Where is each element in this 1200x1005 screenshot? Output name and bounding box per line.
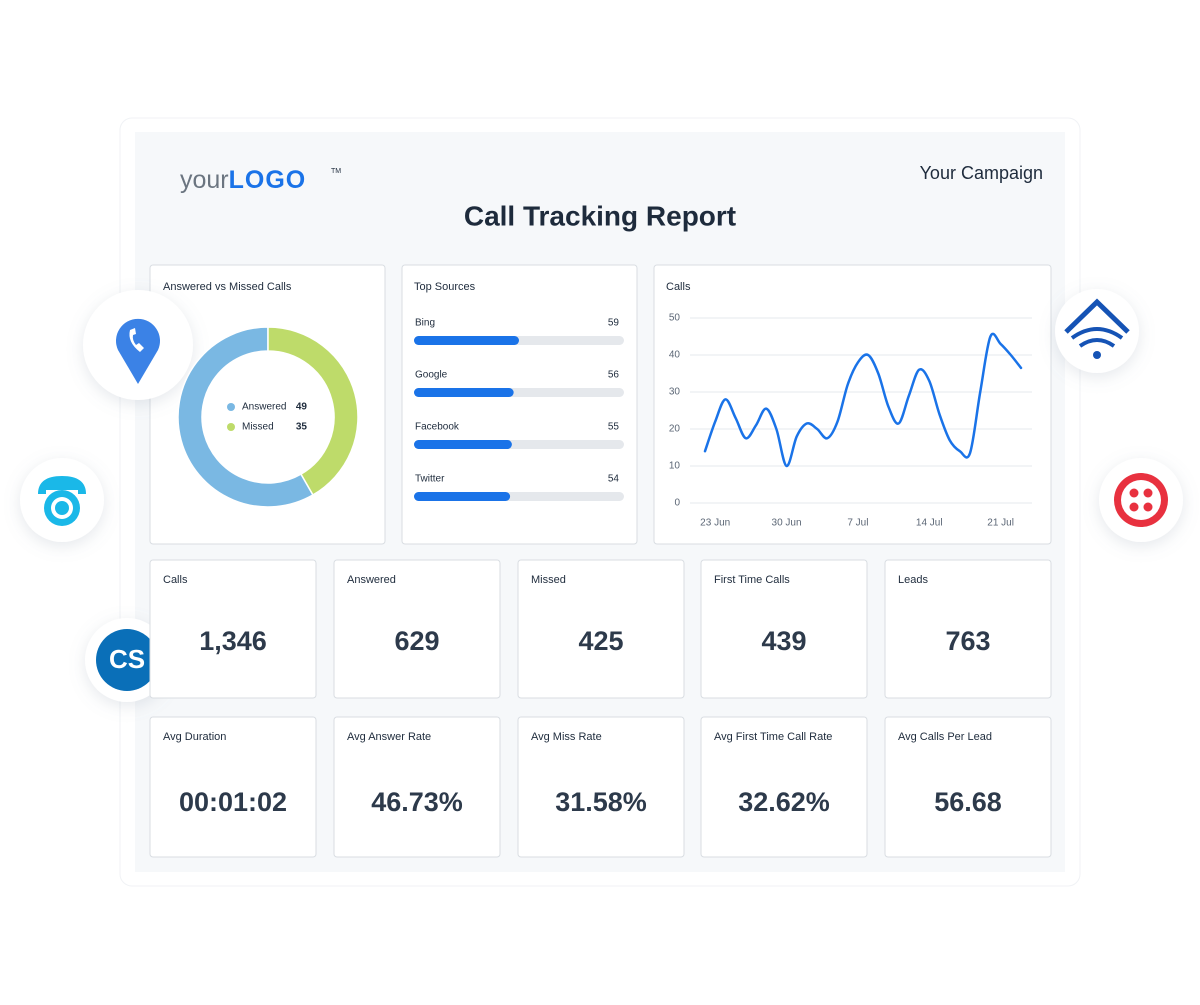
y-tick-label: 20: [669, 424, 681, 435]
icon-cs: CS: [85, 618, 169, 702]
campaign: Your Campaign: [920, 163, 1043, 183]
kpi-label: Answered: [347, 574, 396, 586]
kpi-label: Avg Duration: [163, 731, 226, 743]
logo-mark: TM: [331, 168, 341, 175]
bar: [414, 492, 511, 501]
kpi-value: 31.58%: [555, 787, 647, 817]
x-tick-label: 7 Jul: [847, 518, 868, 529]
y-tick-label: 10: [669, 461, 681, 472]
x-tick-label: 14 Jul: [916, 518, 943, 529]
bar: [414, 440, 512, 449]
bar-label: Facebook: [415, 422, 460, 433]
card-title: Calls: [666, 281, 691, 293]
bar-label: Google: [415, 370, 448, 381]
kpi-card: [884, 559, 1052, 699]
kpi-value: 56.68: [934, 787, 1002, 817]
y-tick-label: 30: [669, 387, 681, 398]
icon-phone: [20, 458, 104, 542]
bar-label: Bing: [415, 318, 435, 329]
kpi-label: First Time Calls: [714, 574, 790, 586]
bar-value: 59: [608, 318, 620, 329]
kpi-value: 00:01:02: [179, 787, 287, 817]
kpi-label: Avg Calls Per Lead: [898, 731, 992, 743]
y-tick-label: 40: [669, 350, 681, 361]
x-tick-label: 21 Jul: [987, 518, 1014, 529]
badge-text: CS: [109, 644, 145, 674]
kpi-card: [333, 559, 501, 699]
legend-swatch: [227, 403, 235, 411]
icon-twilio: [1099, 458, 1183, 542]
kpi-label: Avg Answer Rate: [347, 731, 431, 743]
kpi-card: [884, 716, 1052, 858]
legend-value: 49: [296, 402, 308, 413]
kpi-label: Calls: [163, 574, 188, 586]
kpi-value: 425: [578, 626, 623, 656]
legend-label: Missed: [242, 422, 274, 433]
kpi-value: 439: [761, 626, 806, 656]
kpi-value: 763: [945, 626, 990, 656]
card: [401, 264, 638, 545]
kpi-label: Leads: [898, 574, 928, 586]
logo-prefix: your: [180, 166, 229, 194]
kpi-value: 32.62%: [738, 787, 830, 817]
bar: [414, 388, 514, 397]
y-tick-label: 0: [674, 498, 680, 509]
kpi-value: 46.73%: [371, 787, 463, 817]
y-tick-label: 50: [669, 313, 681, 324]
card: [653, 264, 1052, 545]
kpi-card: [517, 559, 685, 699]
x-tick-label: 23 Jun: [700, 518, 730, 529]
kpi-label: Missed: [531, 574, 566, 586]
bar-label: Twitter: [415, 474, 445, 485]
line-series: [703, 332, 1023, 468]
kpi-card: [149, 559, 317, 699]
kpi-card: [517, 716, 685, 858]
legend-swatch: [227, 423, 235, 431]
icon-pin: [83, 290, 193, 400]
donut-slice: [177, 326, 315, 508]
legend-label: Answered: [242, 402, 286, 413]
kpi-card: [700, 716, 868, 858]
kpi-label: Avg First Time Call Rate: [714, 731, 832, 743]
kpi-card: [333, 716, 501, 858]
bar: [414, 336, 519, 345]
card-title: Answered vs Missed Calls: [163, 281, 292, 293]
legend-value: 35: [296, 422, 308, 433]
logo-brand: LOGO: [229, 166, 307, 194]
kpi-value: 629: [394, 626, 439, 656]
kpi-card: [700, 559, 868, 699]
icon-signal: [1055, 289, 1139, 373]
logo: yourLOGO: [180, 166, 306, 194]
x-tick-label: 30 Jun: [772, 518, 802, 529]
bar-value: 56: [608, 370, 620, 381]
donut-slice: [267, 326, 359, 496]
kpi-card: [149, 716, 317, 858]
bar-value: 55: [608, 422, 620, 433]
bar-value: 54: [608, 474, 620, 485]
card-title: Top Sources: [414, 281, 476, 293]
kpi-value: 1,346: [199, 626, 267, 656]
report-title: Call Tracking Report: [464, 200, 736, 231]
kpi-label: Avg Miss Rate: [531, 731, 602, 743]
